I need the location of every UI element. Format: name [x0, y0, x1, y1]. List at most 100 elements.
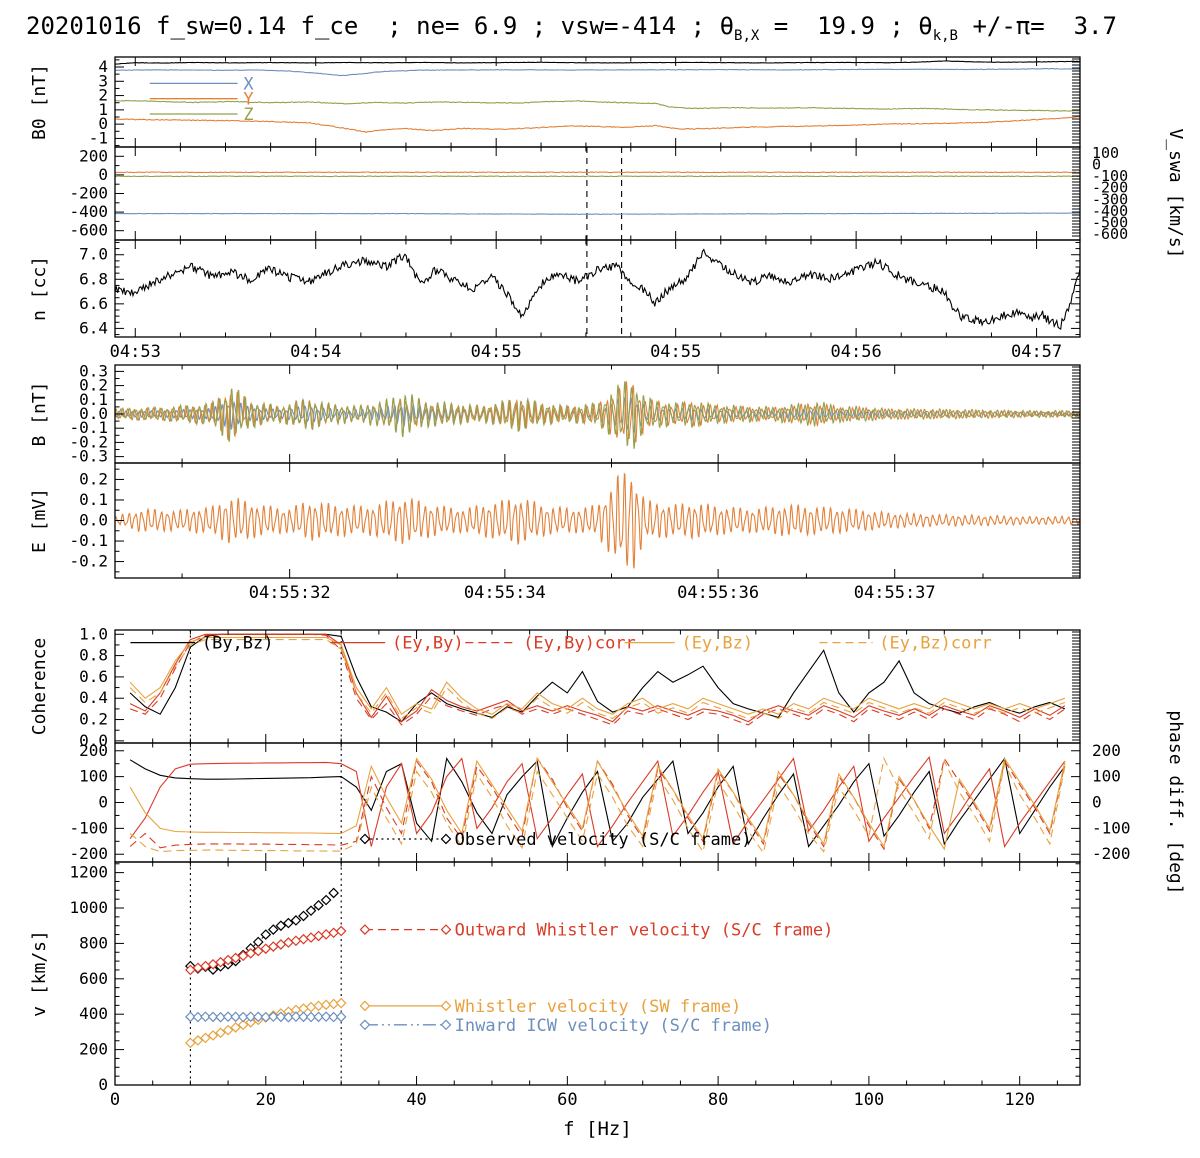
diamond-marker: [328, 887, 339, 899]
tick-label: -600: [69, 221, 108, 240]
series-coh-EyBy-corr: [129, 633, 1066, 726]
panel-vsw: 2000-200-400-6001000-100-200-300-400-500…: [69, 128, 1186, 258]
right-axis-comb: [1072, 631, 1080, 741]
diamond-marker: [245, 1011, 257, 1023]
series-Bz: [114, 99, 1081, 112]
legend-label: Observed velocity (S/C frame): [455, 830, 752, 850]
legend-label: X: [243, 74, 254, 94]
tick-label: 0: [98, 1075, 108, 1094]
axis-label-coherence: Coherence: [29, 638, 50, 736]
diamond-marker: [275, 939, 287, 950]
tick-label: -600: [1092, 225, 1128, 243]
tick-label: 0.8: [79, 646, 108, 665]
diamond-marker: [305, 1001, 317, 1013]
legend-label: (Ey,Bz)corr: [879, 634, 992, 654]
tick-label: 40: [406, 1090, 426, 1110]
tick-label: 0.0: [79, 404, 108, 423]
panel-phase: 200 200 100 100 0 0 -100 -100 -200 -200 phase diff…: [69, 710, 1186, 894]
panel-e_wave: 04:55:32 04:55:34 04:55:36 04:55:37 0.2 0.1 0.…: [29, 462, 1081, 603]
tick-label: -400: [1092, 202, 1128, 220]
diamond-marker: [260, 1011, 272, 1023]
tick-label: 200: [79, 1040, 108, 1059]
diamond-marker: [267, 1011, 279, 1023]
tick-label: 200: [79, 741, 108, 760]
tick-label: 0: [1092, 793, 1102, 812]
diamond-marker: [440, 924, 452, 935]
tick-label: -300: [1092, 190, 1128, 208]
diamond-marker: [222, 1011, 234, 1023]
series-ne: [114, 248, 1081, 331]
tick-label: -400: [69, 202, 108, 221]
tick-label: -0.2: [69, 552, 108, 571]
axis-label-right-vsw: V_swa [km/s]: [1165, 128, 1186, 258]
tick-label: 7.0: [79, 245, 108, 264]
tick-label: 1: [98, 100, 108, 119]
diamond-marker: [245, 1017, 257, 1028]
tick-label: 0: [98, 793, 108, 812]
diamond-marker: [185, 1037, 196, 1049]
figure-title: 20201016 f_sw=0.14 f_ce ; ne= 6.9 ; vsw=…: [26, 12, 1117, 44]
diamond-marker: [207, 1030, 219, 1041]
diamond-marker: [230, 1011, 241, 1023]
diamond-marker: [313, 900, 324, 911]
diamond-marker: [215, 1027, 226, 1039]
series-coh-EyBz: [129, 636, 1066, 715]
right-axis-comb: [1072, 148, 1080, 237]
tick-label: 1000: [69, 898, 108, 917]
series-observed-velocity: [190, 892, 334, 971]
diamond-marker: [207, 1011, 219, 1023]
tick-label: -200: [69, 844, 108, 863]
diamond-marker: [283, 1011, 294, 1023]
series-Btot: [115, 60, 1081, 65]
diamond-marker: [215, 1011, 226, 1023]
series-vx: [114, 212, 1081, 215]
diamond-marker: [192, 1035, 204, 1046]
tick-label: 0: [98, 114, 108, 133]
tick-label: -200: [69, 184, 108, 203]
legend-label: (By,Bz): [202, 634, 274, 654]
diamond-marker: [290, 1011, 302, 1023]
diamond-marker: [192, 962, 204, 974]
title-text-1: 20201016 f_sw=0.14 f_ce ; ne= 6.9 ; vsw=…: [26, 12, 735, 40]
tick-label: 200: [1092, 741, 1121, 760]
tick-label: 200: [79, 146, 108, 165]
axis-label-right-phase: phase diff. [deg]: [1165, 710, 1186, 894]
diamond-marker: [283, 937, 294, 948]
series-vz: [114, 175, 1081, 178]
tick-label: 0.1: [79, 390, 108, 409]
title-text-3: +/-π= 3.7: [958, 12, 1117, 40]
diamond-marker: [313, 1000, 324, 1012]
series-bw-green: [114, 381, 1081, 449]
series-ph-EyBy: [129, 755, 1066, 848]
diamond-marker: [267, 941, 279, 952]
tick-label: 04:55:37: [854, 583, 936, 603]
tick-label: 04:55:34: [464, 583, 546, 603]
tick-label: 04:53: [110, 342, 161, 362]
tick-label: 6.4: [79, 318, 108, 337]
tick-label: -200: [1092, 179, 1128, 197]
plot-frame: [114, 146, 1081, 241]
legend-label: (Ey,Bz): [681, 634, 753, 654]
diamond-marker: [335, 997, 347, 1009]
tick-label: 60: [557, 1090, 577, 1110]
tick-label: 04:55: [471, 342, 522, 362]
panel-b_wave: 0.30.20.10.0-0.1-0.2-0.3 B [nT]: [29, 361, 1081, 466]
diamond-marker: [222, 1024, 234, 1036]
axis-label-b0: B0 [nT]: [29, 64, 50, 140]
axis-label-density: n [cc]: [29, 256, 50, 321]
legend-label: Z: [243, 105, 253, 125]
tick-label: 0.0: [79, 731, 108, 750]
diamond-marker: [252, 1011, 264, 1023]
series-vy: [114, 171, 1081, 174]
diamond-marker: [192, 1011, 204, 1023]
tick-label: -500: [1092, 214, 1128, 232]
tick-label: -1: [89, 128, 108, 147]
tick-label: 0: [98, 165, 108, 184]
tick-label: 600: [79, 969, 108, 988]
diamond-marker: [185, 1011, 196, 1023]
title-text-2: = 19.9 ; θ: [759, 12, 933, 40]
tick-label: 04:57: [1011, 342, 1062, 362]
tick-label: 100: [1092, 144, 1119, 162]
series-ph-ByBz: [129, 757, 1066, 849]
